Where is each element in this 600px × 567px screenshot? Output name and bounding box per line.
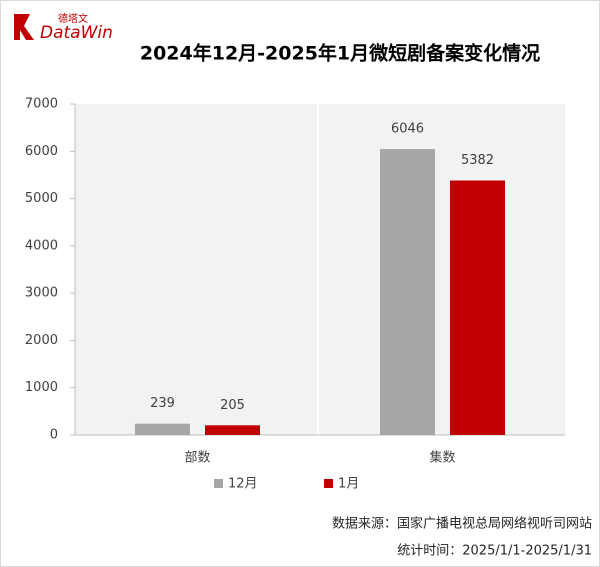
chart-title: 2024年12月-2025年1月微短剧备案变化情况	[140, 42, 540, 65]
y-tick-label: 7000	[25, 97, 58, 112]
y-tick-label: 3000	[25, 286, 58, 301]
logo-brand: DataWin	[40, 23, 113, 43]
value-label: 239	[150, 396, 175, 411]
legend-label: 12月	[228, 477, 258, 492]
source-note: 数据来源：国家广播电视总局网络视听司网站	[332, 516, 592, 532]
bar	[450, 180, 505, 435]
y-tick-label: 2000	[25, 333, 58, 348]
source-note: 统计时间：2025/1/1-2025/1/31	[397, 544, 592, 559]
bar	[135, 423, 190, 435]
legend-swatch	[324, 479, 333, 488]
legend-swatch	[214, 479, 223, 488]
logo-icon	[14, 14, 34, 40]
bar	[380, 149, 435, 435]
logo: 德塔文 DataWin	[14, 12, 113, 43]
y-tick-label: 1000	[25, 380, 58, 395]
value-label: 5382	[461, 153, 494, 168]
y-tick-label: 6000	[25, 144, 58, 159]
bar	[205, 425, 260, 435]
y-tick-label: 5000	[25, 191, 58, 206]
y-tick-label: 4000	[25, 238, 58, 253]
logo-cn: 德塔文	[58, 12, 88, 25]
y-tick-label: 0	[50, 428, 58, 443]
x-tick-label: 部数	[184, 451, 210, 466]
x-tick-label: 集数	[429, 450, 455, 466]
value-label: 205	[220, 398, 245, 413]
legend-label: 1月	[338, 477, 359, 492]
value-label: 6046	[391, 122, 424, 137]
